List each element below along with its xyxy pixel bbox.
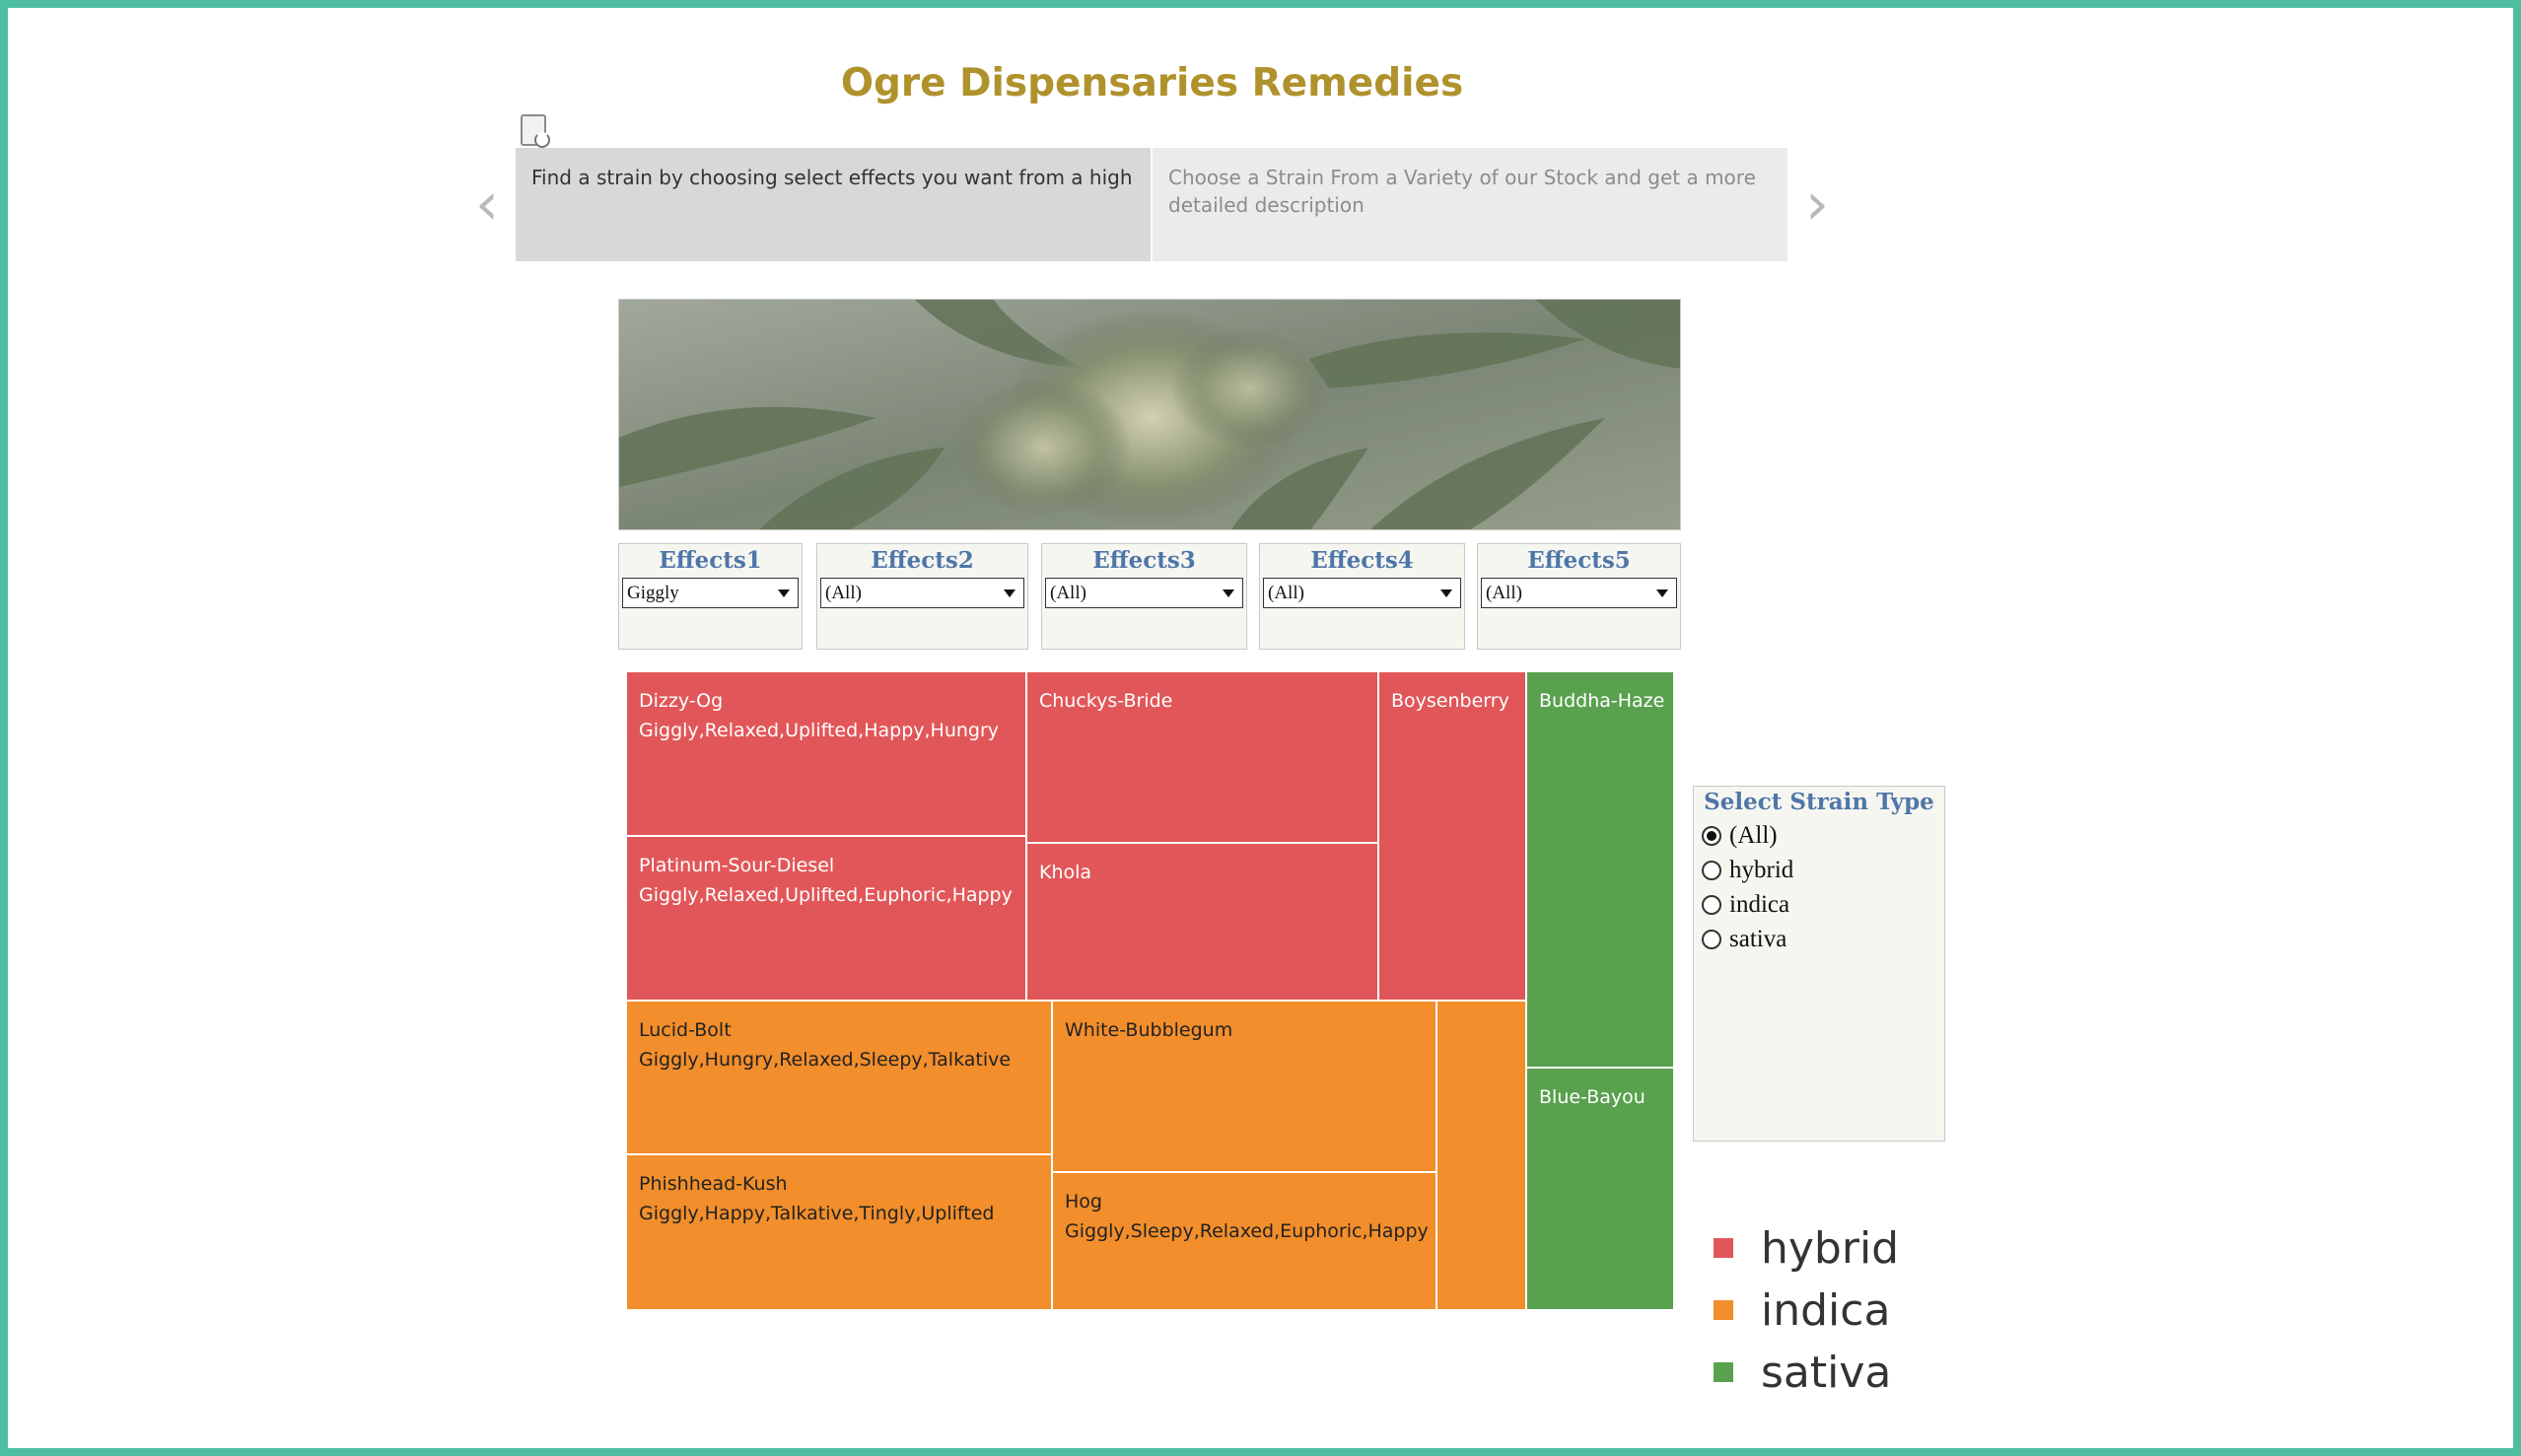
cell-strain-name: Boysenberry [1391, 690, 1509, 712]
cell-strain-name: Dizzy-Og [639, 690, 724, 712]
radio-option-indica[interactable]: indica [1702, 889, 1789, 921]
effects4-value: (All) [1268, 583, 1304, 603]
treemap-cell-buddha-haze[interactable]: Buddha-Haze [1527, 672, 1675, 1069]
treemap-cell-dizzy-og[interactable]: Dizzy-Og Giggly,Relaxed,Uplifted,Happy,H… [627, 672, 1027, 837]
effects4-dropdown[interactable]: (All) [1263, 578, 1461, 608]
radio-label: (All) [1729, 822, 1778, 849]
radio-label: hybrid [1729, 857, 1794, 883]
legend-label: indica [1761, 1284, 1891, 1336]
cell-strain-effects: Giggly,Sleepy,Relaxed,Euphoric,Happy [1065, 1220, 1429, 1242]
treemap-cell-khola[interactable]: Khola [1027, 844, 1379, 1002]
radio-checked-icon[interactable] [1702, 826, 1721, 846]
chevron-down-icon [1223, 589, 1234, 597]
radio-option-all[interactable]: (All) [1702, 820, 1778, 852]
legend-item-hybrid[interactable]: hybrid [1714, 1218, 1899, 1278]
legend-label: sativa [1761, 1347, 1892, 1398]
effects3-value: (All) [1050, 583, 1086, 603]
story-prev-arrow-icon[interactable]: ‹ [475, 170, 499, 239]
legend-swatch [1714, 1300, 1733, 1320]
chevron-down-icon [1656, 589, 1668, 597]
treemap-cell-boysenberry[interactable]: Boysenberry [1379, 672, 1527, 1002]
effects1-label: Effects1 [659, 547, 762, 574]
cell-strain-name: Buddha-Haze [1539, 690, 1665, 712]
effects1-filter: Effects1 Giggly [618, 543, 803, 650]
revert-document-icon[interactable] [521, 114, 550, 148]
chevron-down-icon [1440, 589, 1452, 597]
treemap-cell-hog[interactable]: Hog Giggly,Sleepy,Relaxed,Euphoric,Happy [1053, 1173, 1437, 1311]
treemap-cell-phishhead-kush[interactable]: Phishhead-Kush Giggly,Happy,Talkative,Ti… [627, 1155, 1053, 1311]
treemap-cell-chuckys-bride[interactable]: Chuckys-Bride [1027, 672, 1379, 844]
page-title: Ogre Dispensaries Remedies [840, 61, 1464, 105]
legend-item-indica[interactable]: indica [1714, 1281, 1890, 1340]
cell-strain-name: Lucid-Bolt [639, 1019, 732, 1041]
effects2-value: (All) [825, 583, 862, 603]
chevron-down-icon [1004, 589, 1015, 597]
radio-label: indica [1729, 891, 1790, 918]
effects5-dropdown[interactable]: (All) [1481, 578, 1677, 608]
effects3-label: Effects3 [1092, 547, 1196, 574]
radio-unchecked-icon[interactable] [1702, 895, 1721, 915]
radio-unchecked-icon[interactable] [1702, 930, 1721, 949]
cell-strain-name: Hog [1065, 1191, 1102, 1213]
cell-strain-effects: Giggly,Happy,Talkative,Tingly,Uplifted [639, 1203, 995, 1224]
effects1-value: Giggly [627, 583, 679, 603]
cell-strain-name: Phishhead-Kush [639, 1173, 788, 1195]
radio-unchecked-icon[interactable] [1702, 861, 1721, 880]
strain-type-filter: Select Strain Type (All) hybrid indica s… [1693, 786, 1945, 1142]
story-point-2[interactable]: Choose a Strain From a Variety of our St… [1153, 148, 1787, 261]
effects3-filter: Effects3 (All) [1041, 543, 1247, 650]
cell-strain-effects: Giggly,Hungry,Relaxed,Sleepy,Talkative [639, 1049, 1012, 1071]
effects2-label: Effects2 [871, 547, 974, 574]
treemap-cell-platinum-sour-diesel[interactable]: Platinum-Sour-Diesel Giggly,Relaxed,Upli… [627, 837, 1027, 1002]
radio-option-hybrid[interactable]: hybrid [1702, 855, 1793, 886]
treemap-cell-white-bubblegum[interactable]: White-Bubblegum [1053, 1002, 1437, 1173]
effects5-label: Effects5 [1527, 547, 1631, 574]
cell-strain-name: Platinum-Sour-Diesel [639, 855, 835, 876]
legend-swatch [1714, 1238, 1733, 1258]
legend-label: hybrid [1761, 1222, 1900, 1274]
radio-label: sativa [1729, 926, 1787, 952]
cell-strain-name: Blue-Bayou [1539, 1086, 1646, 1108]
cell-strain-name: Khola [1039, 862, 1092, 883]
effects5-filter: Effects5 (All) [1477, 543, 1681, 650]
cannabis-banner-image [618, 299, 1681, 530]
effects2-dropdown[interactable]: (All) [820, 578, 1024, 608]
legend-swatch [1714, 1362, 1733, 1382]
cell-strain-name: White-Bubblegum [1065, 1019, 1233, 1041]
effects4-filter: Effects4 (All) [1259, 543, 1465, 650]
effects3-dropdown[interactable]: (All) [1045, 578, 1243, 608]
cell-strain-effects: Giggly,Relaxed,Uplifted,Euphoric,Happy [639, 884, 1013, 906]
cell-strain-effects: Giggly,Relaxed,Uplifted,Happy,Hungry [639, 720, 1000, 741]
strain-type-title: Select Strain Type [1704, 789, 1934, 815]
treemap-cell-unlabeled[interactable] [1437, 1002, 1527, 1311]
radio-option-sativa[interactable]: sativa [1702, 924, 1786, 955]
chevron-down-icon [778, 589, 790, 597]
strain-treemap: Dizzy-Og Giggly,Relaxed,Uplifted,Happy,H… [627, 672, 1675, 1311]
effects2-filter: Effects2 (All) [816, 543, 1028, 650]
effects1-dropdown[interactable]: Giggly [622, 578, 799, 608]
legend-item-sativa[interactable]: sativa [1714, 1343, 1891, 1402]
story-point-1[interactable]: Find a strain by choosing select effects… [516, 148, 1151, 261]
effects5-value: (All) [1486, 583, 1522, 603]
story-next-arrow-icon[interactable]: › [1805, 170, 1829, 239]
treemap-cell-lucid-bolt[interactable]: Lucid-Bolt Giggly,Hungry,Relaxed,Sleepy,… [627, 1002, 1053, 1155]
treemap-cell-blue-bayou[interactable]: Blue-Bayou [1527, 1069, 1675, 1311]
cell-strain-name: Chuckys-Bride [1039, 690, 1173, 712]
effects4-label: Effects4 [1310, 547, 1414, 574]
